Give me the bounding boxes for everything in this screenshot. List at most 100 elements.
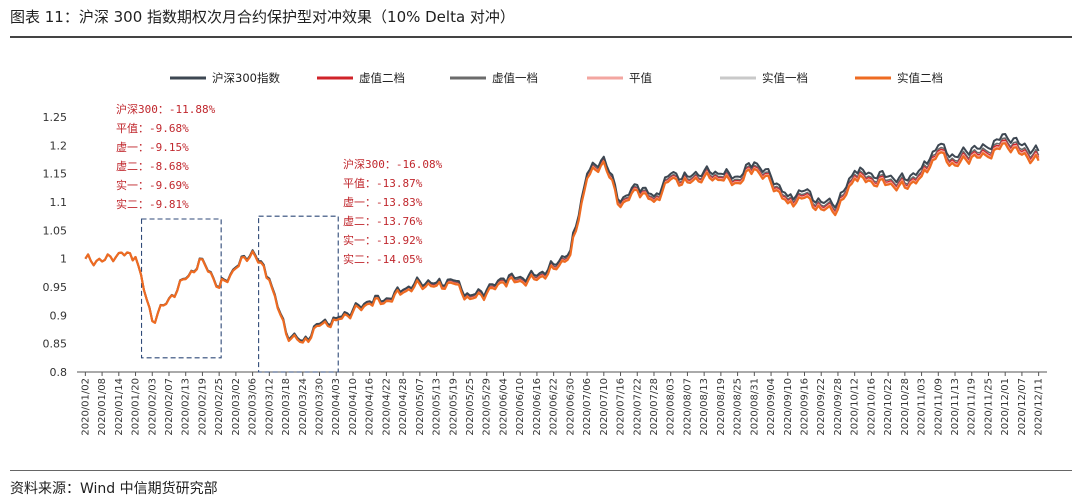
x-tick-label: 2020/02/03 [147,378,158,436]
title-rule [10,36,1072,38]
y-tick-label: 1 [60,253,67,266]
x-tick-label: 2020/05/29 [482,378,493,436]
legend-entry-label: 沪深300指数 [212,71,280,85]
x-tick-label: 2020/04/03 [331,378,342,436]
x-tick-label: 2020/10/22 [883,378,894,436]
annotation-line: 虚一：-9.15% [116,141,189,154]
y-tick-label: 0.9 [50,309,68,322]
series-line [84,137,1040,343]
x-tick-label: 2020/10/12 [850,378,861,436]
x-tick-label: 2020/08/25 [733,378,744,436]
y-tick-label: 0.95 [43,281,68,294]
x-tick-label: 2020/04/28 [398,378,409,436]
x-tick-label: 2020/03/02 [231,378,242,436]
x-tick-label: 2020/10/28 [900,378,911,436]
x-tick-label: 2020/01/14 [114,378,125,436]
series-line [84,133,1040,342]
y-axis: 0.8 0.85 0.9 0.95 1 1.05 1.1 1.15 1.2 1.25 [43,111,1047,379]
x-tick-label: 2020/04/22 [381,378,392,436]
series-line [84,139,1040,343]
figure-title: 图表 11：沪深 300 指数期权次月合约保护型对冲效果（10% Delta 对… [10,8,515,26]
annotation-line: 沪深300：-11.88% [116,102,216,116]
x-tick-label: 2020/11/09 [933,378,944,436]
hedge-line-chart: 沪深300指数 虚值二档 虚值一档 平值 实值一档 实值二档 0.8 0.85 0.9 0.95… [43,71,1047,436]
source-rule [10,470,1072,471]
x-tick-label: 2020/03/30 [315,378,326,436]
x-tick-label: 2020/03/12 [264,378,275,436]
x-tick-label: 2020/06/22 [549,378,560,436]
x-tick-label: 2020/09/28 [833,378,844,436]
legend-entry-label: 实值一档 [762,71,808,85]
legend-entry-label: 平值 [629,71,652,85]
x-tick-label: 2020/11/25 [983,378,994,436]
series-line [84,139,1040,343]
series-line [84,142,1040,344]
series-lines [84,133,1040,344]
series-line [84,140,1040,344]
annotation-line: 实一：-13.92% [343,233,423,247]
y-tick-label: 0.8 [50,366,68,379]
x-tick-label: 2020/03/06 [248,378,259,436]
x-tick-label: 2020/03/24 [298,378,309,436]
x-tick-label: 2020/08/31 [749,378,760,436]
x-tick-label: 2020/05/25 [465,378,476,436]
legend-entry-label: 虚值二档 [359,71,405,85]
annotation-line: 平值：-13.87% [343,177,423,190]
x-tick-label: 2020/09/04 [766,378,777,436]
x-tick-label: 2020/12/01 [1000,378,1011,436]
x-tick-label: 2020/05/13 [432,378,443,436]
x-tick-label: 2020/08/13 [699,378,710,436]
y-tick-label: 1.15 [43,168,68,181]
drawdown-box [140,218,222,359]
drawdown-boxes [140,215,339,373]
x-tick-label: 2020/12/07 [1017,378,1028,436]
x-tick-label: 2020/12/11 [1034,378,1045,436]
x-tick-label: 2020/07/22 [632,378,643,436]
x-tick-label: 2020/09/16 [800,378,811,436]
x-tick-label: 2020/06/04 [498,378,509,436]
x-tick-label: 2020/08/19 [716,378,727,436]
x-tick-label: 2020/04/16 [365,378,376,436]
source-note: 资料来源：Wind 中信期货研究部 [10,481,218,497]
x-tick-label: 2020/07/06 [582,378,593,436]
x-tick-label: 2020/01/08 [97,378,108,436]
annotation-line: 虚二：-8.68% [116,160,189,173]
x-tick-label: 2020/07/10 [599,378,610,436]
x-tick-label: 2020/03/18 [281,378,292,436]
annotation-line: 实二：-14.05% [343,252,423,266]
y-tick-label: 1.25 [43,111,68,124]
x-tick-label: 2020/08/07 [682,378,693,436]
chart-legend: 沪深300指数 虚值二档 虚值一档 平值 实值一档 实值二档 [170,71,943,85]
annotation-line: 平值：-9.68% [116,122,189,135]
x-tick-label: 2020/11/03 [917,378,928,436]
x-tick-label: 2020/02/07 [164,378,175,436]
x-tick-label: 2020/09/10 [783,378,794,436]
x-tick-label: 2020/04/10 [348,378,359,436]
x-tick-label: 2020/02/19 [197,378,208,436]
y-tick-label: 1.05 [43,224,68,237]
drawdown-box [258,215,339,373]
x-axis: 2020/01/02 2020/01/08 2020/01/14 2020/01/20… [80,372,1045,436]
x-tick-label: 2020/02/25 [214,378,225,436]
x-tick-label: 2020/09/22 [816,378,827,436]
y-tick-label: 1.1 [50,196,68,209]
x-tick-label: 2020/08/03 [666,378,677,436]
legend-entry-label: 实值二档 [897,71,943,85]
x-tick-label: 2020/07/28 [649,378,660,436]
x-tick-label: 2020/05/07 [415,378,426,436]
x-tick-label: 2020/06/30 [565,378,576,436]
x-tick-label: 2020/05/19 [448,378,459,436]
x-tick-label: 2020/02/13 [181,378,192,436]
x-tick-label: 2020/01/20 [131,378,142,436]
drawdown-annotations: 沪深300：-11.88% 平值：-9.68% 虚一：-9.15% 虚二：-8.68%… [116,102,443,266]
annotation-line: 虚二：-13.76% [343,215,423,228]
x-tick-label: 2020/06/10 [515,378,526,436]
y-tick-label: 1.2 [50,139,68,152]
x-tick-label: 2020/11/13 [950,378,961,436]
annotation-line: 虚一：-13.83% [343,196,423,209]
annotation-line: 实二：-9.81% [116,197,189,211]
x-tick-label: 2020/10/16 [866,378,877,436]
x-tick-label: 2020/01/02 [80,378,91,436]
x-tick-label: 2020/07/16 [616,378,627,436]
y-tick-label: 0.85 [43,338,68,351]
